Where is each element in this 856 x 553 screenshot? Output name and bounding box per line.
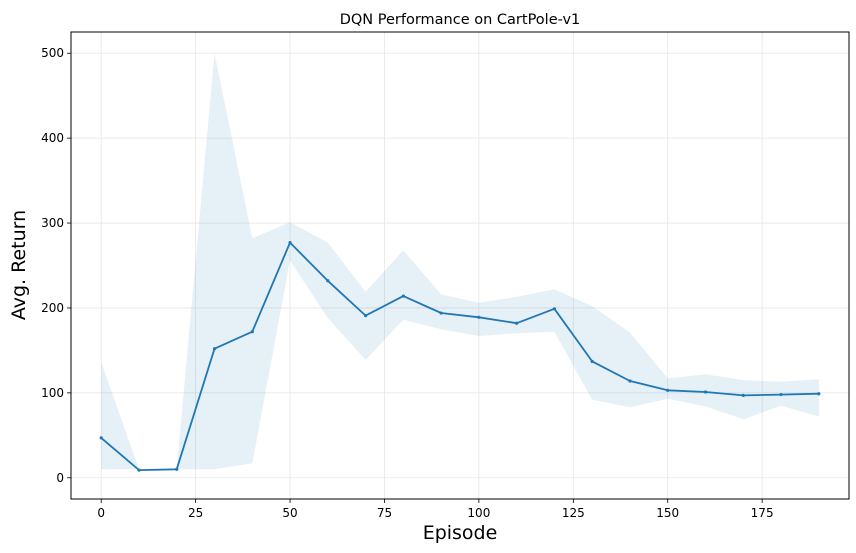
data-point: [137, 468, 141, 472]
y-axis-ticks: 0 100 200 300 400 500: [41, 46, 71, 485]
data-point: [666, 388, 670, 392]
y-tick-label: 0: [56, 471, 64, 485]
x-tick-label: 150: [656, 506, 679, 520]
data-point: [99, 436, 103, 440]
series-line: [100, 241, 819, 472]
data-point: [628, 379, 632, 383]
y-tick-label: 300: [41, 216, 64, 230]
data-point: [326, 279, 330, 283]
x-tick-label: 25: [188, 506, 203, 520]
confidence-band: [101, 53, 819, 470]
data-point: [741, 393, 745, 398]
x-tick-label: 175: [751, 506, 774, 520]
data-point: [175, 467, 179, 471]
chart-title: DQN Performance on CartPole-v1: [340, 12, 581, 28]
data-point: [590, 359, 594, 364]
y-tick-label: 400: [41, 131, 64, 145]
y-tick-label: 200: [41, 301, 64, 315]
plot-frame: [70, 31, 850, 500]
data-point: [401, 294, 405, 298]
confidence-band-layer: [101, 53, 819, 470]
x-axis-title: Episode: [423, 522, 498, 544]
x-tick-label: 0: [97, 506, 105, 520]
data-point-layer: [99, 240, 821, 472]
y-tick-label: 500: [41, 46, 64, 60]
data-point: [817, 392, 821, 396]
x-tick-label: 75: [377, 506, 392, 520]
data-point: [477, 315, 481, 319]
data-point: [288, 240, 292, 245]
data-point: [552, 307, 557, 311]
x-tick-label: 125: [562, 506, 585, 520]
data-point: [212, 347, 217, 351]
data-point: [439, 311, 443, 315]
data-point: [363, 313, 368, 318]
y-axis-title: Avg. Return: [8, 210, 30, 320]
series-line-layer: [100, 241, 819, 472]
x-tick-label: 50: [282, 506, 297, 520]
y-tick-label: 100: [41, 386, 64, 400]
data-point: [779, 392, 783, 397]
data-point: [703, 390, 708, 394]
data-point: [515, 321, 519, 325]
x-axis-ticks: 0 25 50 75 100 125 150 175: [97, 499, 774, 520]
x-tick-label: 100: [467, 506, 490, 520]
data-point: [250, 330, 254, 334]
